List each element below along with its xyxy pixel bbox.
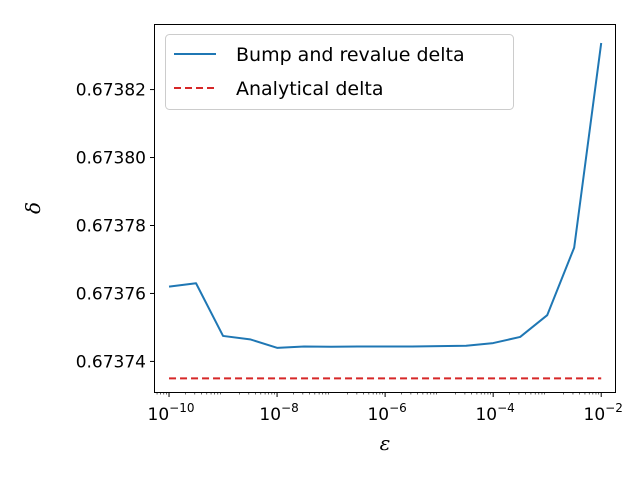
x-tick-label-exponent: −4 [497,401,515,415]
series-line-0 [168,42,603,349]
legend-box [165,34,514,110]
legend-label-analytical: Analytical delta [236,78,383,100]
y-axis-label: δ [21,202,45,214]
x-tick-label-base: 10 [584,405,606,425]
x-tick-label: 10−4 [475,401,514,425]
x-tick-label-exponent: −6 [389,401,407,415]
legend-label-bump-and-revalue: Bump and revalue delta [236,44,465,66]
y-tick-label: 0.67382 [76,81,146,101]
x-tick-label-exponent: −10 [169,401,194,415]
x-axis: 10−10 10−8 10−6 10−4 10−2 [148,392,623,425]
x-tick-label-base: 10 [367,405,389,425]
y-tick-label: 0.67374 [76,352,146,372]
x-tick-label: 10−10 [148,401,195,425]
plot-lines [168,42,603,380]
x-tick-label: 10−6 [367,401,406,425]
y-tick-label: 0.67380 [76,149,146,169]
x-tick-label-base: 10 [259,405,281,425]
x-tick-label-base: 10 [475,405,497,425]
x-tick-label: 10−8 [259,401,298,425]
y-tick-label: 0.67378 [76,216,146,236]
x-tick-label-exponent: −2 [605,401,623,415]
y-axis: 0.67374 0.67376 0.67378 0.67380 0.67382 [76,81,155,372]
y-tick-label: 0.67376 [76,284,146,304]
legend: Bump and revalue delta Analytical delta [165,34,514,110]
x-tick-label-base: 10 [148,405,170,425]
x-axis-label: ε [380,431,391,455]
x-tick-label-exponent: −8 [281,401,299,415]
x-tick-label: 10−2 [584,401,623,425]
